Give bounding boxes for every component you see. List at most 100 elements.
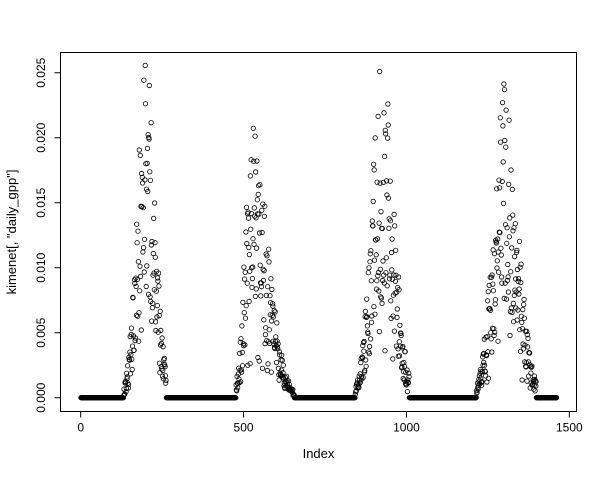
data-point (504, 277, 510, 284)
data-point (155, 275, 161, 281)
data-point (253, 286, 259, 292)
data-point (123, 388, 129, 395)
data-point (134, 276, 140, 282)
data-point (254, 197, 260, 203)
data-point (258, 283, 265, 290)
data-point (271, 307, 277, 314)
data-point (252, 133, 258, 139)
data-point (519, 326, 526, 332)
data-point (510, 300, 516, 306)
data-point (520, 306, 526, 313)
data-point (364, 296, 370, 302)
data-point (480, 351, 486, 357)
data-point (262, 203, 268, 209)
data-point (243, 303, 249, 309)
data-point (479, 382, 485, 388)
data-point (394, 306, 400, 312)
data-point (502, 222, 509, 228)
data-point (384, 283, 390, 289)
data-point (272, 309, 278, 315)
data-point (149, 238, 155, 245)
data-point (511, 254, 518, 260)
data-point (389, 267, 395, 273)
data-point (505, 261, 511, 268)
data-point (139, 174, 145, 180)
data-point (237, 339, 243, 345)
data-point (241, 309, 247, 316)
data-point (504, 240, 510, 246)
data-point (152, 240, 158, 246)
data-point (262, 331, 268, 338)
data-point (246, 252, 252, 258)
data-point (266, 259, 272, 265)
data-point (123, 385, 129, 392)
data-point (247, 361, 253, 367)
data-point (480, 362, 486, 368)
data-point (246, 244, 252, 250)
data-point (501, 81, 507, 87)
data-point (509, 245, 515, 251)
data-point (159, 335, 165, 341)
data-point (383, 270, 389, 276)
data-point (147, 177, 153, 183)
data-point (352, 395, 358, 401)
data-point (489, 349, 495, 355)
data-point (374, 179, 380, 185)
data-point (378, 209, 384, 215)
data-point (160, 367, 166, 374)
data-point (519, 377, 525, 383)
data-point (510, 228, 516, 234)
data-point (506, 234, 512, 240)
data-point (367, 336, 374, 342)
data-point (367, 251, 373, 257)
data-point (279, 357, 285, 363)
data-point (368, 248, 374, 254)
data-point (253, 169, 259, 175)
data-point (122, 391, 128, 397)
data-point (361, 348, 367, 354)
data-point (242, 315, 249, 321)
data-point (525, 359, 531, 365)
data-point (379, 225, 385, 232)
data-point (136, 310, 142, 316)
data-point (525, 335, 531, 341)
data-point (513, 249, 520, 255)
data-point (521, 296, 527, 302)
data-point (532, 378, 539, 384)
data-point (163, 380, 169, 386)
data-point (136, 338, 142, 344)
data-point (498, 274, 505, 280)
data-point (397, 322, 403, 328)
data-point (365, 270, 371, 276)
data-point (396, 287, 402, 293)
data-point (243, 229, 249, 235)
data-point (522, 342, 528, 348)
data-point (498, 245, 504, 251)
data-point (254, 245, 260, 251)
data-point (146, 82, 152, 89)
data-point (248, 157, 254, 163)
data-point (255, 183, 262, 189)
data-point (490, 288, 496, 294)
data-point (500, 200, 507, 206)
data-point (488, 336, 494, 342)
data-point (137, 263, 143, 269)
data-point (156, 270, 162, 276)
data-point (147, 169, 153, 175)
data-point (474, 389, 480, 395)
data-point (479, 369, 485, 375)
data-point (236, 376, 242, 382)
data-point (143, 283, 149, 290)
data-point (280, 369, 286, 376)
data-point (144, 145, 151, 151)
data-point (249, 265, 255, 271)
data-point (366, 351, 372, 357)
data-point (370, 223, 376, 229)
y-axis: 0.000 0.005 0.010 0.015 0.020 0.025 (34, 57, 61, 413)
data-point (245, 215, 252, 221)
data-point (386, 225, 392, 231)
data-point (484, 333, 490, 340)
data-point (361, 338, 367, 345)
data-point (516, 286, 522, 292)
